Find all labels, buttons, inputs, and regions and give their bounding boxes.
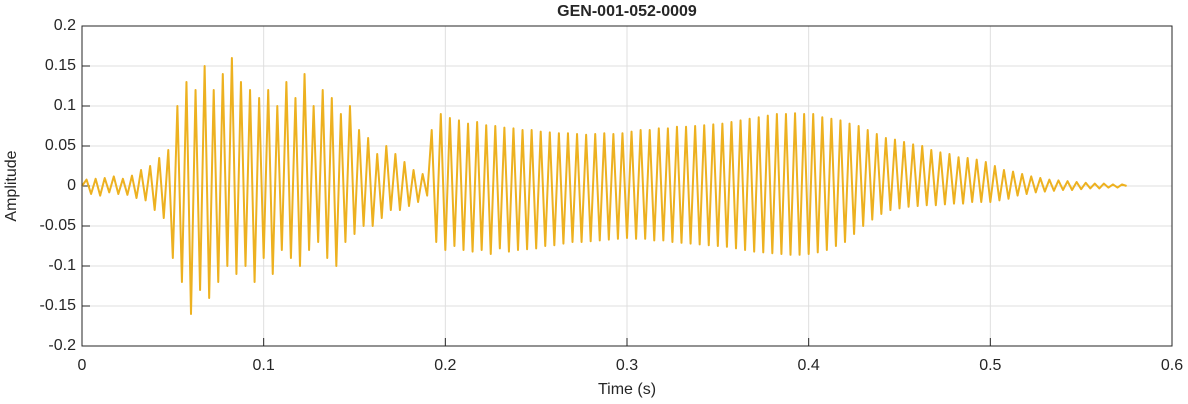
x-tick-label: 0.5 [979, 357, 1001, 374]
chart-title: GEN-001-052-0009 [557, 3, 697, 20]
x-tick-label: 0.4 [798, 357, 820, 374]
x-tick-label: 0 [78, 357, 87, 374]
y-tick-label: 0.1 [54, 97, 76, 114]
y-tick-label: 0.15 [45, 57, 76, 74]
y-tick-label: -0.1 [48, 257, 76, 274]
x-tick-label: 0.6 [1161, 357, 1183, 374]
y-tick-label: -0.05 [40, 217, 77, 234]
x-axis-label: Time (s) [598, 381, 656, 398]
x-tick-label: 0.3 [616, 357, 638, 374]
y-tick-label: 0.2 [54, 17, 76, 34]
x-tick-label: 0.1 [253, 357, 275, 374]
y-tick-label: -0.15 [40, 297, 77, 314]
y-tick-label: 0 [67, 177, 76, 194]
plot-frame [81, 25, 1173, 347]
x-tick-label: 0.2 [434, 357, 456, 374]
y-tick-label: 0.05 [45, 137, 76, 154]
y-tick-label: -0.2 [48, 337, 76, 354]
waveform-line [81, 57, 1127, 315]
y-axis-label: Amplitude [3, 150, 20, 221]
